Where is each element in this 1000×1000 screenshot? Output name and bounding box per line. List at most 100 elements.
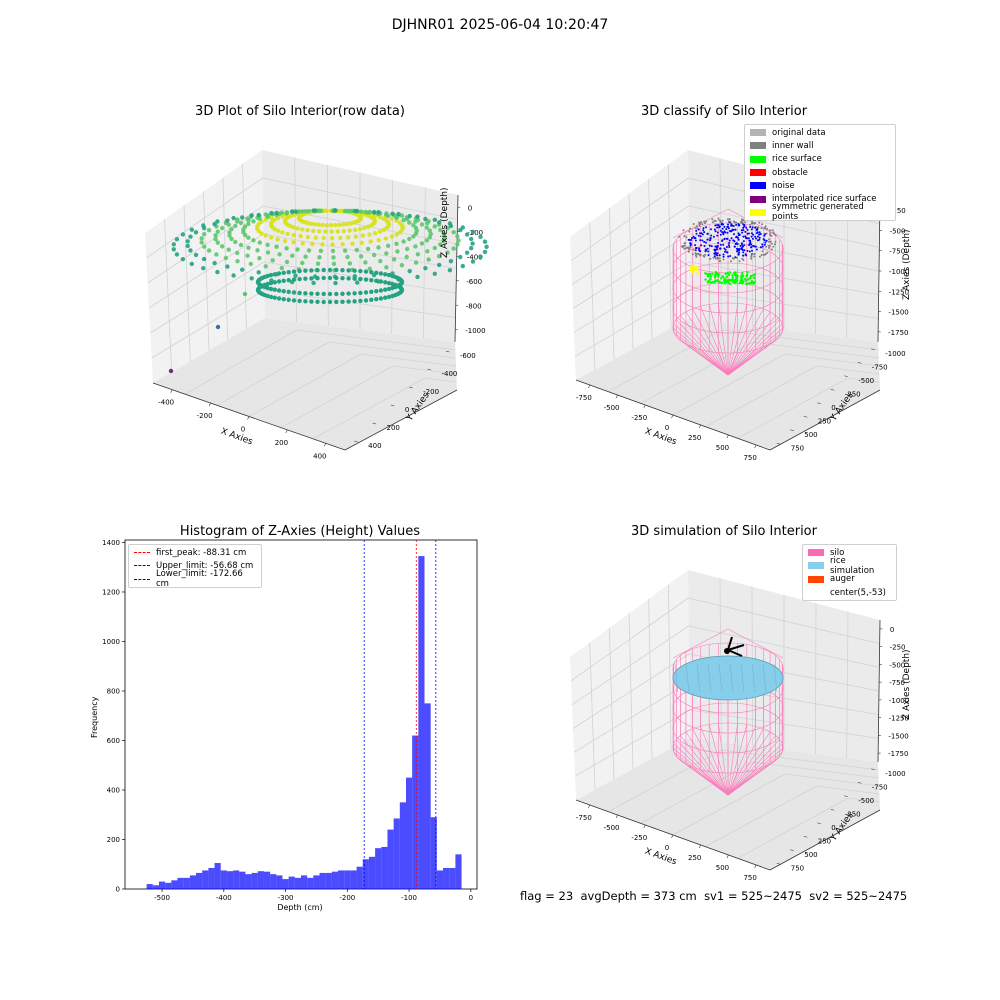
raw-point (282, 297, 286, 301)
raw-point (328, 276, 332, 280)
noise-point (733, 225, 735, 227)
histogram-bar (196, 873, 202, 889)
raw-point (251, 238, 255, 242)
raw-point (283, 239, 287, 243)
noise-point (733, 233, 735, 235)
raw-point (376, 210, 380, 214)
noise-point (768, 245, 770, 247)
rice-surface-point (707, 275, 709, 277)
noise-point (764, 244, 766, 246)
panel2-y-tick-label: -750 (872, 363, 888, 371)
legend-swatch (808, 576, 824, 583)
noise-point (749, 251, 751, 253)
panel1-z-tick-label: -800 (466, 302, 482, 310)
histogram-bar (159, 882, 165, 889)
histogram-bar (258, 871, 264, 889)
noise-point (761, 243, 763, 245)
raw-point (354, 235, 358, 239)
raw-point (297, 299, 301, 303)
noise-point (709, 245, 711, 247)
raw-point (215, 219, 219, 223)
noise-point (748, 240, 750, 242)
histogram-bar (276, 875, 282, 889)
noise-point (749, 226, 751, 228)
noise-point (685, 236, 687, 238)
raw-point (340, 268, 344, 272)
raw-point (394, 232, 398, 236)
raw-point (346, 276, 350, 280)
panel4-x-tick-mark (755, 865, 757, 868)
panel4-y-tick-label: -750 (872, 783, 888, 791)
noise-point (726, 226, 728, 228)
noise-point (745, 227, 747, 229)
raw-point (461, 264, 465, 268)
raw-point (433, 224, 437, 228)
noise-point (742, 251, 744, 253)
raw-point (355, 248, 359, 252)
noise-point (744, 235, 746, 237)
rice-surface-point (709, 278, 711, 280)
raw-point (449, 259, 453, 263)
panel4-y-tick-label: 500 (804, 851, 817, 859)
noise-point (741, 229, 743, 231)
noise-point (739, 260, 741, 262)
panel4-x-tick-label: 250 (688, 854, 701, 862)
noise-point (715, 230, 717, 232)
raw-point (331, 255, 335, 259)
noise-point (729, 218, 731, 220)
noise-point (696, 233, 698, 235)
histogram-bar (338, 870, 344, 889)
raw-point (322, 268, 326, 272)
rice-surface-point (741, 277, 743, 279)
legend-line-sample (134, 565, 150, 566)
raw-point (257, 213, 261, 217)
panel1-x-tick-label: 400 (313, 452, 326, 460)
raw-point (329, 223, 333, 227)
noise-point (727, 256, 729, 258)
noise-point (720, 248, 722, 250)
noise-point (705, 226, 707, 228)
raw-point (186, 244, 190, 248)
raw-point (315, 276, 319, 280)
noise-point (710, 235, 712, 237)
raw-point (269, 281, 273, 285)
raw-point (366, 247, 370, 251)
noise-point (735, 229, 737, 231)
raw-point (277, 296, 281, 300)
raw-point (215, 270, 219, 274)
legend-line-sample (134, 579, 150, 580)
noise-point (683, 229, 685, 231)
raw-point (277, 252, 281, 256)
legend-swatch (750, 156, 766, 163)
rice-surface-point (714, 275, 716, 277)
rice-surface-point (744, 278, 746, 280)
histogram-bar (233, 870, 239, 889)
histogram-bar (381, 847, 387, 889)
noise-point (695, 240, 697, 242)
raw-point (400, 223, 404, 227)
noise-point (713, 257, 715, 259)
raw-point (325, 223, 329, 227)
rice-surface-point (728, 279, 730, 281)
histogram-bar (171, 880, 177, 889)
noise-point (701, 223, 703, 225)
raw-point (227, 248, 231, 252)
raw-point (181, 257, 185, 261)
noise-point (690, 239, 692, 241)
noise-point (757, 236, 759, 238)
rice-surface-point (732, 276, 734, 278)
noise-point (725, 228, 727, 230)
rice-surface-point (725, 273, 727, 275)
raw-point (374, 289, 378, 293)
raw-point (266, 250, 270, 254)
raw-point (425, 249, 429, 253)
noise-point (769, 234, 771, 236)
raw-point (249, 262, 253, 266)
raw-point (469, 246, 473, 250)
noise-point (750, 258, 752, 260)
noise-point (721, 231, 723, 233)
raw-point (400, 287, 404, 291)
raw-point (362, 226, 366, 230)
raw-point (190, 262, 194, 266)
noise-point (696, 225, 698, 227)
